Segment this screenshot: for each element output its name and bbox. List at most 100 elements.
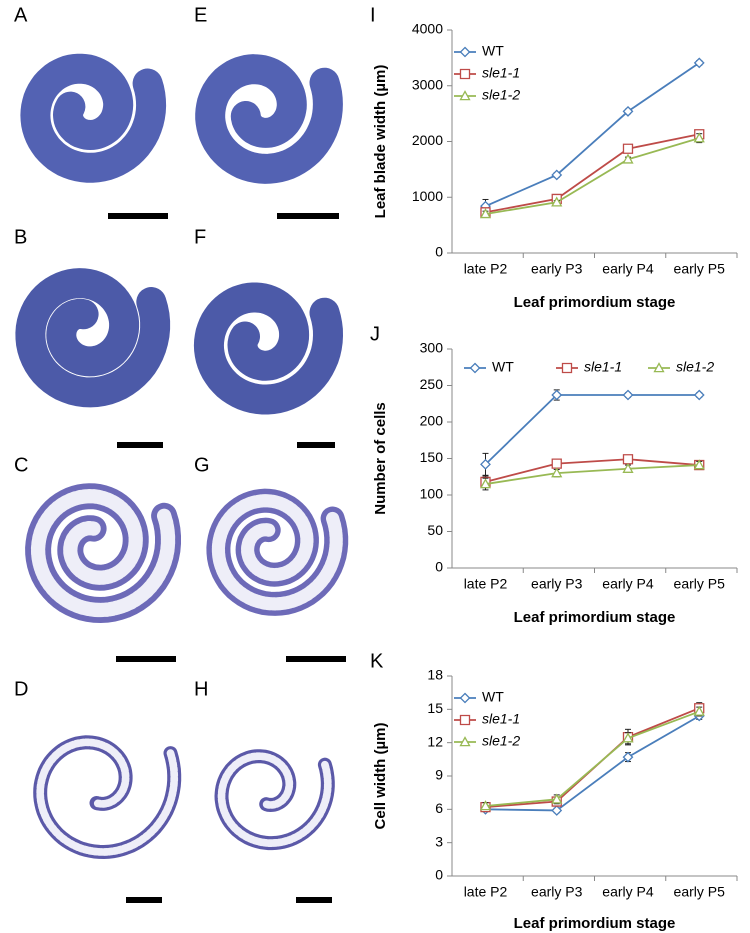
panel-label: A (14, 4, 28, 26)
y-tick-label: 200 (420, 413, 444, 429)
marker (622, 389, 634, 401)
y-tick-label: 9 (435, 767, 443, 783)
marker (479, 478, 492, 489)
scale-bar (296, 897, 332, 903)
micrograph-cells (217, 752, 332, 847)
marker (622, 732, 634, 743)
marker (693, 57, 705, 69)
marker (551, 389, 563, 401)
x-tick-label: early P3 (531, 576, 583, 592)
marker (459, 736, 471, 747)
legend-label: WT (482, 689, 504, 705)
series-line (485, 464, 700, 485)
x-axis-title: Leaf primordium stage (514, 915, 676, 932)
x-tick-label: early P5 (674, 576, 726, 592)
scale-bar (108, 213, 168, 219)
y-tick-label: 100 (420, 486, 444, 502)
y-axis-title: Leaf blade width (µm) (372, 65, 389, 219)
scale-bar (117, 442, 163, 448)
marker (551, 458, 562, 469)
marker (551, 196, 563, 207)
micrograph (193, 282, 344, 415)
series-line (485, 133, 700, 214)
marker (459, 714, 471, 726)
y-tick-label: 2000 (412, 132, 443, 148)
marker (480, 458, 491, 470)
marker (551, 169, 563, 181)
y-tick-label: 1000 (412, 188, 443, 204)
y-tick-label: 50 (427, 522, 443, 538)
legend-label: WT (492, 359, 514, 375)
panel-label: I (370, 4, 376, 26)
marker (479, 800, 492, 811)
y-tick-label: 250 (420, 376, 444, 392)
panel-label: J (370, 323, 380, 345)
legend-label: WT (482, 43, 504, 59)
scale-bar (277, 213, 339, 219)
marker (693, 132, 705, 143)
marker (459, 692, 471, 704)
y-axis-title: Cell width (µm) (372, 723, 389, 830)
marker (459, 46, 471, 58)
x-tick-label: late P2 (464, 576, 508, 592)
x-tick-label: early P5 (674, 261, 726, 277)
x-axis-title: Leaf primordium stage (514, 294, 676, 311)
marker (551, 467, 563, 478)
legend-label: sle1-1 (482, 65, 520, 81)
scale-bar (116, 656, 176, 662)
y-axis-title: Number of cells (372, 402, 389, 515)
micrograph (15, 268, 171, 408)
series-line (485, 715, 700, 812)
x-tick-label: early P4 (602, 261, 654, 277)
series-line (485, 710, 700, 807)
series-line (485, 62, 700, 207)
marker (622, 454, 634, 465)
x-tick-label: late P2 (464, 261, 508, 277)
marker (551, 805, 563, 816)
legend-label: sle1-2 (482, 733, 520, 749)
panel-label: E (194, 4, 207, 26)
series-line (485, 458, 700, 483)
micrograph-cells (30, 489, 176, 618)
y-tick-label: 0 (435, 244, 443, 260)
x-tick-label: late P2 (464, 884, 508, 900)
panel-label: C (14, 454, 28, 476)
y-tick-label: 12 (427, 733, 443, 749)
series-line (485, 137, 700, 215)
y-tick-label: 3000 (412, 76, 443, 92)
legend-label: sle1-1 (584, 359, 622, 375)
y-tick-label: 18 (427, 667, 443, 683)
x-tick-label: early P3 (531, 261, 583, 277)
panel-label: F (194, 226, 206, 248)
marker (551, 793, 563, 804)
marker (693, 705, 705, 716)
micrograph (20, 53, 167, 183)
marker (622, 153, 634, 164)
panel-label: G (194, 454, 210, 476)
panel-label: K (370, 650, 384, 672)
legend-label: sle1-2 (676, 359, 714, 375)
x-tick-label: early P4 (602, 576, 654, 592)
series-line (484, 394, 700, 465)
marker (459, 90, 471, 101)
panel-label: H (194, 678, 208, 700)
x-tick-label: early P3 (531, 884, 583, 900)
y-tick-label: 300 (420, 340, 444, 356)
y-tick-label: 4000 (412, 21, 443, 37)
marker (479, 208, 492, 219)
panel-label: B (14, 226, 27, 248)
micrograph-cells (36, 738, 179, 856)
x-tick-label: early P5 (674, 884, 726, 900)
scale-bar (126, 897, 162, 903)
y-tick-label: 0 (435, 867, 443, 883)
scale-bar (286, 656, 346, 662)
marker (622, 143, 634, 154)
marker (622, 751, 634, 763)
micrograph (195, 54, 343, 184)
legend-label: sle1-2 (482, 87, 520, 103)
y-tick-label: 150 (420, 449, 444, 465)
micrographs (15, 53, 349, 860)
legend-label: sle1-1 (482, 711, 520, 727)
